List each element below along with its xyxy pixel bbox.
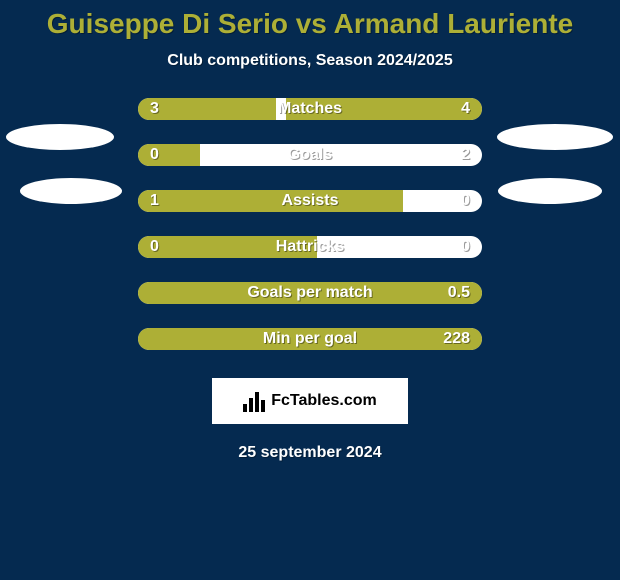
subtitle: Club competitions, Season 2024/2025 [0,52,620,70]
stat-value-right: 0.5 [448,284,470,302]
decorative-oval [20,178,122,204]
stat-label: Min per goal [263,330,357,348]
stat-fill-left [138,190,403,212]
stat-value-right: 228 [443,330,470,348]
stat-label: Hattricks [276,238,344,256]
stat-value-left: 0 [150,238,159,256]
brand-box: FcTables.com [212,378,408,424]
stat-row: Min per goal 228 [138,328,482,350]
chart-bars-icon [243,390,265,412]
stat-label: Assists [282,192,339,210]
stat-row: Matches 3 4 [138,98,482,120]
stat-value-right: 0 [461,238,470,256]
stat-row: Hattricks 0 0 [138,236,482,258]
stat-row: Goals per match 0.5 [138,282,482,304]
page-title: Guiseppe Di Serio vs Armand Lauriente [0,0,620,40]
decorative-oval [6,124,114,150]
stat-label: Goals per match [247,284,372,302]
decorative-oval [497,124,613,150]
stat-label: Goals [288,146,332,164]
stat-value-left: 3 [150,100,159,118]
stat-value-right: 2 [461,146,470,164]
decorative-oval [498,178,602,204]
stat-value-right: 0 [461,192,470,210]
stat-row: Goals 0 2 [138,144,482,166]
date-text: 25 september 2024 [0,444,620,462]
background: Guiseppe Di Serio vs Armand Lauriente Cl… [0,0,620,580]
brand-text: FcTables.com [271,392,377,410]
stat-fill-left [138,144,200,166]
stat-row: Assists 1 0 [138,190,482,212]
stat-value-left: 1 [150,192,159,210]
stat-value-right: 4 [461,100,470,118]
stat-label: Matches [278,100,342,118]
stat-value-left: 0 [150,146,159,164]
